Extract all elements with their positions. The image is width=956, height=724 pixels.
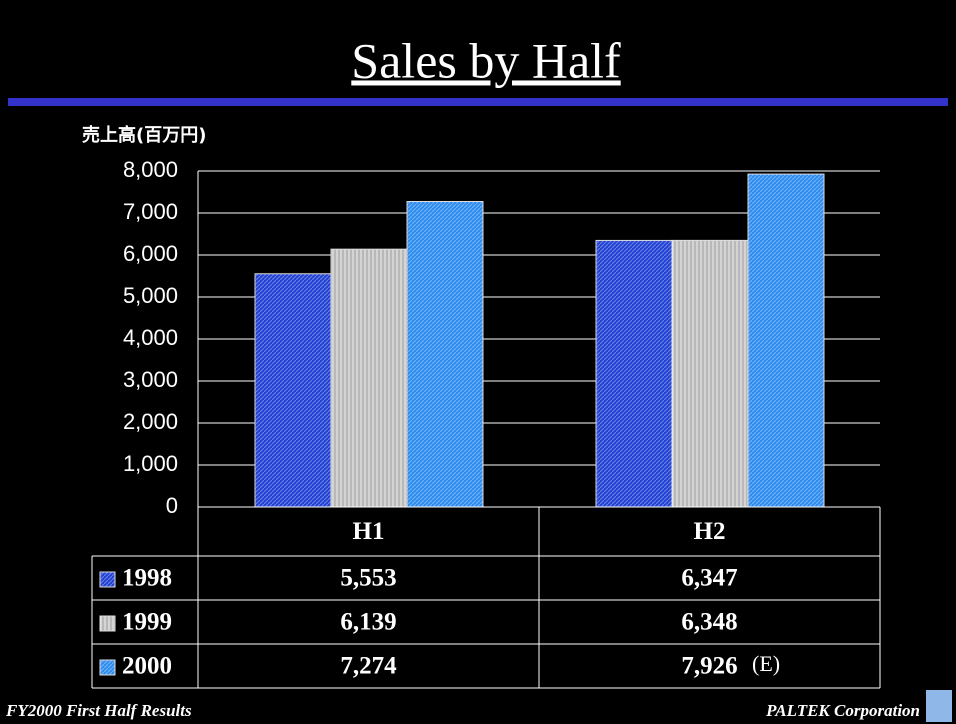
y-tick-label: 5,000 <box>123 283 178 308</box>
bar <box>747 173 825 508</box>
y-axis-label: 売上高(百万円) <box>82 124 206 146</box>
y-tick-label: 3,000 <box>123 367 178 392</box>
y-tick-label: 2,000 <box>123 409 178 434</box>
bar <box>671 239 749 508</box>
legend-label: 1999 <box>122 609 172 636</box>
y-tick-label: 6,000 <box>123 241 178 266</box>
y-tick-label: 1,000 <box>123 451 178 476</box>
y-tick-label: 0 <box>166 493 178 518</box>
bar <box>595 239 673 508</box>
bar <box>330 248 408 508</box>
footer-right: PALTEK Corporation <box>765 701 920 720</box>
y-tick-label: 7,000 <box>123 199 178 224</box>
value-label: 6,139 <box>340 609 396 636</box>
logo <box>926 690 952 722</box>
value-label: 7,274 <box>340 653 397 680</box>
value-label: 5,553 <box>340 565 396 592</box>
footer-left: FY2000 First Half Results <box>5 701 192 720</box>
bar <box>406 200 484 508</box>
value-label: 6,348 <box>681 609 737 636</box>
chart-title: Sales by Half <box>351 32 621 88</box>
y-tick-label: 8,000 <box>123 157 178 182</box>
x-tick-label: H1 <box>353 518 385 545</box>
legend-swatch <box>99 615 116 632</box>
x-tick-label: H2 <box>694 518 726 545</box>
y-tick-label: 4,000 <box>123 325 178 350</box>
title-rule <box>8 98 948 106</box>
legend-swatch <box>99 659 116 676</box>
legend-swatch <box>99 571 116 588</box>
legend-label: 1998 <box>122 565 172 592</box>
value-label: 6,347 <box>681 565 737 592</box>
legend-label: 2000 <box>122 653 172 680</box>
annotation: (E) <box>752 651 780 676</box>
value-label: 7,926 <box>681 653 737 680</box>
bar <box>254 273 332 508</box>
